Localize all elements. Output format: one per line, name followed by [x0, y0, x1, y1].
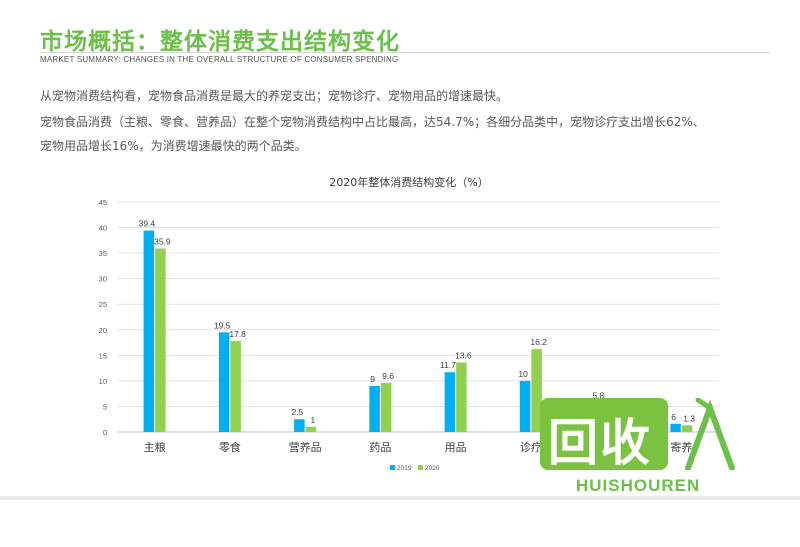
y-tick-label: 15	[99, 351, 107, 360]
watermark-latin-text: HUISHOUREN	[576, 476, 701, 495]
data-label: 1	[311, 415, 316, 425]
data-label: 39.4	[139, 219, 156, 229]
bar-2020	[305, 426, 317, 432]
paragraph-line-2: 宠物食品消费（主粮、零食、营养品）在整个宠物消费结构中占比最高，达54.7%；各…	[40, 115, 705, 129]
bar-2020	[531, 349, 542, 432]
bar-2020	[155, 248, 166, 432]
bar-2019	[143, 230, 155, 432]
bar-2020	[681, 425, 693, 432]
y-tick-label: 10	[99, 377, 107, 386]
data-label: 2.5	[291, 407, 303, 417]
paragraph-line-1: 从宠物消费结构看，宠物食品消费是最大的养宠支出；宠物诊疗、宠物用品的增速最快。	[40, 89, 509, 103]
y-tick-label: 35	[99, 249, 107, 258]
y-tick-label: 40	[99, 224, 107, 233]
watermark-box: 回收人	[540, 398, 668, 544]
x-tick-label: 主粮	[144, 440, 166, 454]
bar-2019	[670, 423, 681, 432]
bar-2020	[380, 382, 392, 432]
bar-2019	[369, 386, 380, 432]
bar-2020	[230, 341, 241, 432]
data-label: 17.8	[229, 329, 246, 339]
legend-swatch	[418, 465, 423, 470]
page-subtitle: MARKET SUMMARY: CHANGES IN THE OVERALL S…	[40, 55, 399, 64]
bar-2019	[444, 372, 456, 432]
data-label: 35.9	[154, 237, 171, 247]
x-tick-label: 寄养	[670, 440, 692, 454]
x-tick-label: 用品	[445, 441, 467, 454]
x-tick-label: 零食	[219, 440, 241, 454]
data-label: 9	[370, 374, 375, 384]
legend-label: 2019	[397, 465, 412, 472]
y-tick-label: 25	[99, 300, 107, 309]
bottom-bar	[0, 496, 800, 500]
bar-2019	[519, 380, 531, 432]
legend-label: 2020	[425, 465, 440, 472]
person-icon	[685, 398, 735, 470]
y-tick-label: 20	[99, 326, 107, 335]
title-divider	[40, 52, 770, 53]
legend-swatch	[390, 465, 395, 470]
x-tick-label: 诊疗	[520, 440, 542, 454]
bar-2019	[218, 332, 230, 432]
y-tick-label: 5	[103, 402, 107, 411]
data-label: 9.6	[382, 371, 394, 381]
bar-2020	[456, 362, 467, 432]
data-label: 16.2	[530, 337, 547, 347]
data-label: 13.6	[455, 350, 472, 360]
data-label: 11.7	[440, 360, 456, 370]
data-label: 6	[671, 412, 676, 422]
y-tick-label: 30	[99, 275, 107, 284]
watermark-cn-text: 回收人	[548, 414, 652, 544]
watermark-logo: 回收人 HUISHOUREN	[540, 398, 740, 544]
data-label: 19.5	[214, 320, 231, 330]
x-tick-label: 营养品	[289, 440, 322, 454]
chart-title: 2020年整体消费结构变化（%）	[329, 175, 488, 189]
data-label: 10	[518, 369, 528, 379]
y-tick-label: 0	[103, 428, 107, 437]
data-label: 1.3	[683, 413, 695, 423]
x-tick-label: 药品	[369, 441, 391, 454]
data-label: 5.8	[592, 390, 604, 400]
y-tick-label: 45	[99, 198, 107, 207]
bar-2019	[294, 419, 305, 432]
paragraph-line-3: 宠物用品增长16%，为消费增速最快的两个品类。	[40, 139, 307, 153]
page-title: 市场概括：整体消费支出结构变化	[40, 29, 400, 55]
